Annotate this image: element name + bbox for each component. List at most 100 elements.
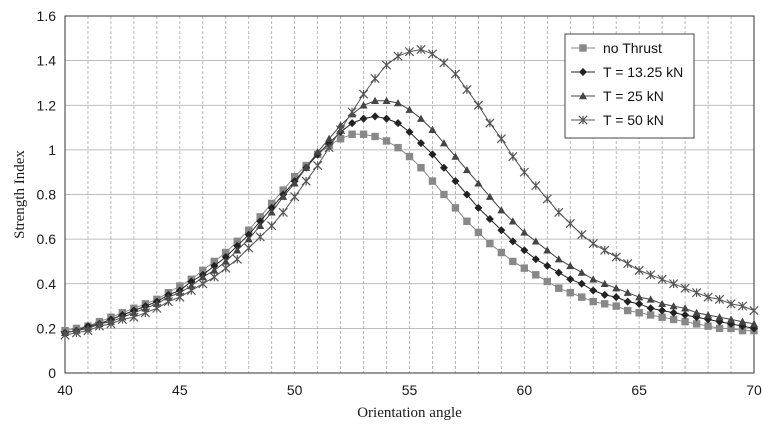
legend-item: T = 13.25 kN	[571, 64, 683, 80]
data-point	[703, 292, 713, 302]
data-point	[394, 143, 402, 152]
data-point	[439, 139, 448, 147]
data-point	[256, 221, 265, 229]
data-point	[520, 264, 529, 272]
data-point	[141, 304, 150, 312]
data-point	[508, 151, 518, 162]
y-tick-label: 1.6	[37, 8, 57, 24]
y-tick-label: 0.2	[37, 320, 57, 336]
data-point	[497, 226, 506, 235]
y-tick-label: 1.2	[37, 97, 57, 113]
data-point	[348, 119, 357, 128]
x-tick-label: 70	[746, 382, 762, 398]
data-point	[588, 238, 598, 249]
data-point	[371, 112, 380, 121]
data-point	[612, 284, 621, 292]
data-point	[267, 221, 277, 231]
data-point	[485, 118, 495, 128]
data-point	[462, 85, 472, 95]
data-point	[578, 293, 586, 301]
data-point	[140, 308, 151, 318]
data-point	[589, 297, 597, 306]
data-point	[94, 321, 105, 331]
data-point	[462, 190, 471, 199]
data-point	[244, 243, 254, 253]
data-point	[60, 330, 70, 340]
data-point	[704, 310, 713, 319]
data-point	[106, 319, 116, 329]
data-point	[646, 270, 656, 280]
data-point	[244, 235, 253, 243]
data-point	[164, 293, 173, 301]
data-point	[554, 207, 564, 217]
data-point	[486, 239, 494, 248]
data-point	[382, 96, 391, 104]
x-axis-label: Orientation angle	[357, 405, 462, 421]
data-point	[589, 275, 598, 283]
data-point	[382, 114, 391, 123]
data-point	[324, 143, 334, 153]
y-tick-label: 0	[48, 365, 56, 381]
data-point	[669, 302, 678, 310]
data-point	[152, 299, 161, 308]
data-point	[704, 322, 712, 330]
legend-marker	[579, 44, 587, 52]
data-point	[394, 99, 403, 107]
data-point	[210, 261, 219, 270]
data-point	[221, 257, 230, 265]
data-point	[371, 96, 380, 104]
data-point	[497, 248, 506, 257]
legend: no Thrust T = 13.25 kN T = 25 kN T = 50 kN	[564, 33, 695, 139]
data-point	[750, 319, 758, 328]
legend-label: T = 25 kN	[603, 88, 664, 104]
data-point	[416, 44, 426, 55]
data-point	[463, 217, 471, 225]
data-point	[348, 130, 356, 138]
data-point	[726, 299, 736, 309]
data-point	[198, 273, 207, 281]
data-point	[439, 58, 449, 68]
data-point	[657, 274, 667, 284]
data-point	[600, 290, 609, 299]
series-4	[60, 44, 759, 340]
data-point	[623, 259, 633, 269]
legend-label: T = 13.25 kN	[603, 64, 683, 80]
x-tick-label: 40	[57, 382, 73, 398]
data-point	[255, 232, 265, 242]
data-point	[543, 246, 552, 254]
data-point	[405, 152, 414, 161]
data-point	[358, 89, 369, 99]
data-point	[542, 194, 552, 204]
data-point	[531, 180, 541, 191]
data-point	[359, 114, 368, 123]
data-point	[727, 315, 736, 323]
data-point	[301, 176, 311, 186]
data-point	[209, 272, 219, 282]
data-point	[186, 285, 196, 296]
data-point	[83, 325, 93, 336]
legend-marker	[578, 115, 588, 125]
data-point	[635, 299, 644, 308]
data-point	[635, 293, 644, 301]
data-point	[601, 300, 609, 308]
data-point	[474, 203, 483, 212]
data-point	[117, 314, 128, 325]
data-point	[612, 293, 621, 302]
data-point	[658, 299, 667, 308]
data-point	[737, 301, 748, 311]
data-point	[577, 230, 587, 240]
data-point	[359, 130, 368, 138]
y-axis-label: Strength Index	[12, 150, 28, 239]
data-point	[658, 306, 667, 315]
data-point	[427, 49, 438, 59]
legend-label: T = 50 kN	[603, 112, 664, 128]
data-point	[416, 139, 425, 148]
data-point	[450, 69, 461, 79]
data-point	[543, 277, 552, 286]
y-tick-label: 0.8	[37, 187, 57, 203]
data-point	[749, 305, 759, 316]
data-point	[566, 261, 575, 270]
data-point	[634, 265, 644, 275]
axes: 40 45 50 55 60 65 70 0 0.2 0.4 0.6 0.8 1 1.2 1.4 1.6	[37, 8, 762, 398]
data-point	[681, 304, 690, 312]
